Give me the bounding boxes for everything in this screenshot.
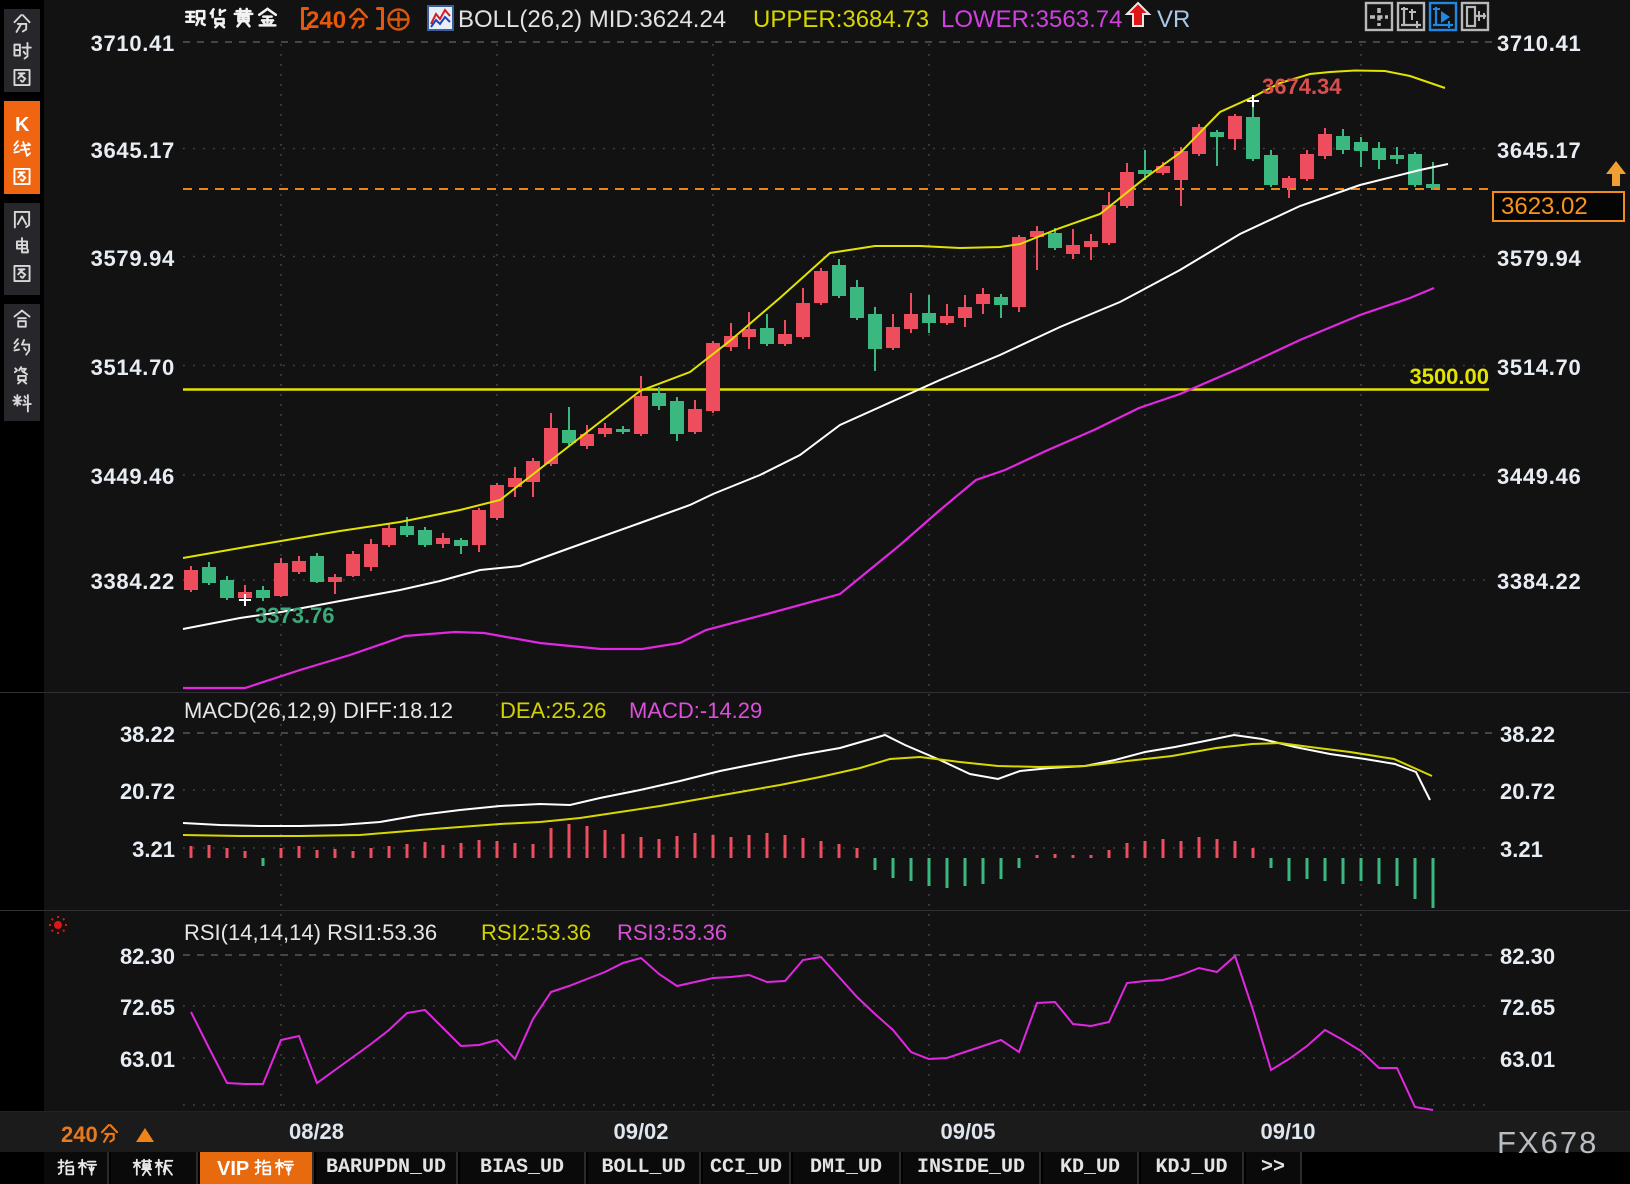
- svg-text:K: K: [15, 114, 30, 136]
- svg-text:VIP: VIP: [217, 1158, 249, 1180]
- svg-text:240: 240: [306, 7, 346, 34]
- svg-text:240: 240: [61, 1122, 98, 1147]
